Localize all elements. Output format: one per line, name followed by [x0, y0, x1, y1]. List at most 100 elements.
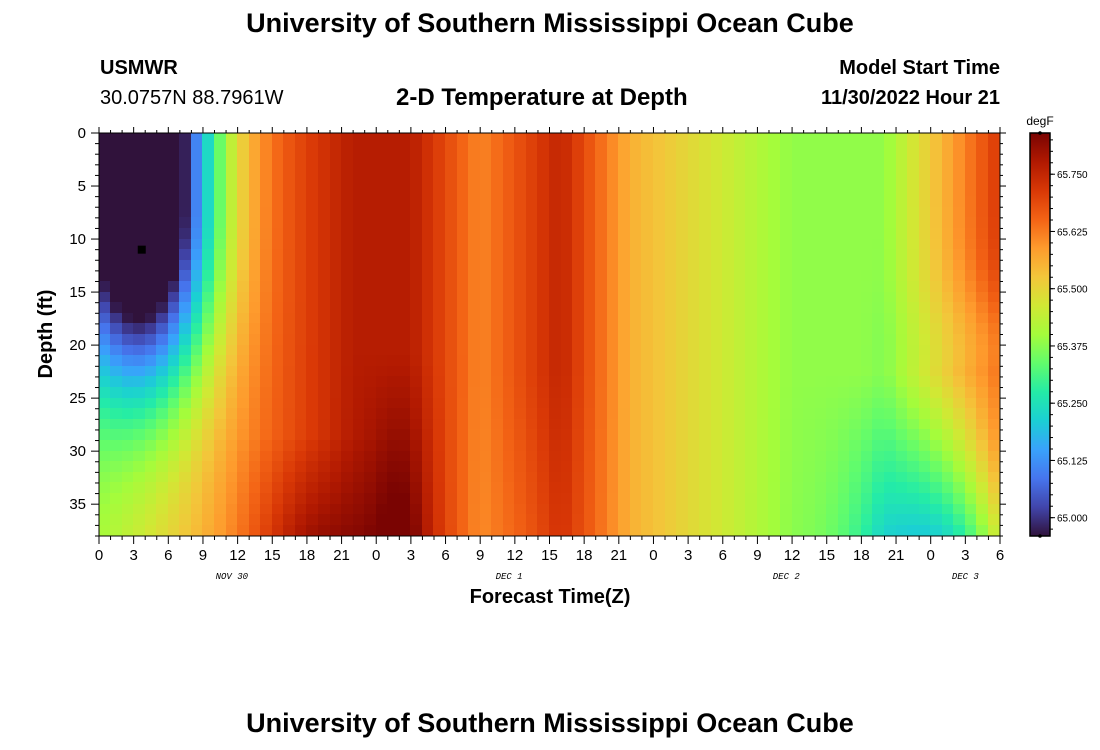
heatmap-cell — [133, 387, 147, 400]
heatmap-cell — [745, 281, 759, 294]
heatmap-cell — [572, 186, 586, 198]
heatmap-cell — [653, 133, 667, 145]
heatmap-cell — [653, 239, 667, 251]
heatmap-cell — [699, 143, 713, 156]
heatmap-cell — [815, 270, 828, 283]
heatmap-cell — [861, 504, 874, 516]
heatmap-cell — [110, 398, 124, 410]
heatmap-cell — [803, 323, 817, 336]
heatmap-cell — [734, 461, 747, 474]
heatmap-cell — [607, 228, 620, 241]
heatmap-cell — [283, 292, 297, 304]
heatmap-cell — [480, 493, 493, 506]
heatmap-cell — [399, 175, 412, 188]
heatmap-cell — [780, 313, 794, 325]
heatmap-cell — [260, 398, 274, 410]
heatmap-cell — [838, 514, 851, 527]
heatmap-cell — [780, 196, 794, 209]
heatmap-cell — [503, 239, 516, 251]
heatmap-cell — [676, 366, 690, 378]
heatmap-cell — [584, 429, 597, 442]
heatmap-cell — [272, 419, 285, 431]
heatmap-cell — [122, 504, 135, 516]
heatmap-cell — [584, 493, 597, 506]
heatmap-cell — [711, 461, 724, 474]
heatmap-cell — [780, 292, 794, 304]
heatmap-cell — [387, 313, 401, 325]
heatmap-cell — [711, 334, 724, 347]
heatmap-cell — [815, 133, 828, 145]
heatmap-cell — [884, 175, 898, 188]
heatmap-cell — [953, 217, 967, 230]
heatmap-cell — [757, 440, 770, 453]
heatmap-cell — [919, 472, 932, 484]
heatmap-cell — [445, 482, 459, 495]
heatmap-cell — [584, 313, 597, 325]
heatmap-cell — [306, 186, 320, 198]
heatmap-cell — [514, 419, 528, 431]
heatmap-cell — [641, 260, 655, 272]
heatmap-cell — [930, 249, 944, 262]
heatmap-cell — [653, 228, 667, 241]
heatmap-cell — [537, 175, 551, 188]
heatmap-cell — [133, 281, 147, 294]
heatmap-cell — [826, 302, 840, 315]
heatmap-cell — [653, 408, 667, 421]
heatmap-cell — [353, 281, 366, 294]
heatmap-cell — [468, 207, 482, 219]
heatmap-cell — [688, 482, 701, 495]
heatmap-cell — [341, 334, 355, 347]
heatmap-cell — [202, 472, 216, 484]
heatmap-cell — [595, 408, 609, 421]
heatmap-cell — [514, 154, 528, 166]
heatmap-cell — [803, 207, 817, 219]
heatmap-cell — [722, 482, 736, 495]
heatmap-cell — [249, 408, 262, 421]
heatmap-cell — [665, 387, 678, 400]
heatmap-cell — [653, 387, 667, 400]
heatmap-cell — [410, 355, 424, 368]
heatmap-cell — [641, 366, 655, 378]
heatmap-cell — [884, 355, 898, 368]
heatmap-cell — [699, 270, 713, 283]
heatmap-cell — [214, 504, 228, 516]
heatmap-cell — [272, 525, 285, 537]
heatmap-cell — [907, 366, 921, 378]
heatmap-cell — [930, 164, 944, 177]
heatmap-cell — [237, 366, 251, 378]
heatmap-cell — [503, 281, 516, 294]
heatmap-cell — [803, 249, 817, 262]
heatmap-cell — [872, 334, 886, 347]
heatmap-cell — [422, 451, 435, 463]
heatmap-cell — [214, 514, 228, 527]
heatmap-cell — [561, 239, 574, 251]
heatmap-cell — [260, 186, 274, 198]
heatmap-cell — [226, 133, 239, 145]
heatmap-cell — [780, 334, 794, 347]
heatmap-cell — [237, 196, 251, 209]
heatmap-cell — [815, 164, 828, 177]
x-tick-label: 9 — [199, 547, 207, 564]
heatmap-cell — [156, 334, 170, 347]
heatmap-cell — [387, 376, 401, 389]
heatmap-cell — [387, 292, 401, 304]
heatmap-cell — [179, 143, 193, 156]
heatmap-cell — [306, 334, 320, 347]
heatmap-cell — [283, 302, 297, 315]
heatmap-cell — [226, 334, 239, 347]
heatmap-cell — [665, 270, 678, 283]
heatmap-cell — [942, 429, 955, 442]
heatmap-cell — [99, 419, 112, 431]
heatmap-cell — [468, 249, 482, 262]
heatmap-cell — [387, 143, 401, 156]
heatmap-cell — [283, 164, 297, 177]
heatmap-cell — [514, 345, 528, 357]
heatmap-cell — [399, 398, 412, 410]
heatmap-cell — [179, 313, 193, 325]
heatmap-cell — [792, 175, 805, 188]
heatmap-cell — [387, 451, 401, 463]
heatmap-cell — [930, 472, 944, 484]
heatmap-cell — [688, 387, 701, 400]
heatmap-cell — [133, 292, 147, 304]
heatmap-cell — [768, 334, 782, 347]
